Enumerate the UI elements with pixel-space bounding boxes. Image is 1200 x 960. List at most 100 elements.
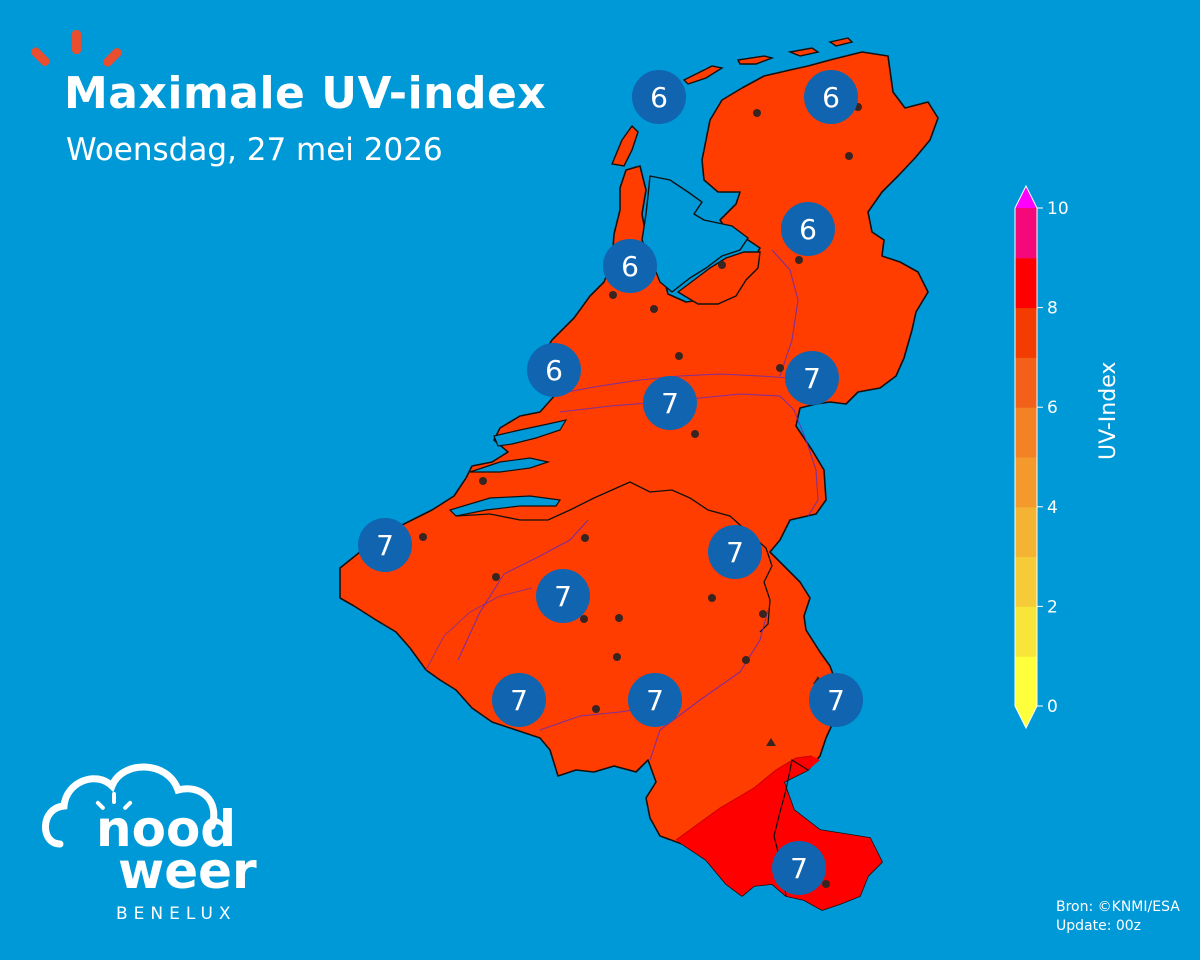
uv-marker-gelderland: 7: [785, 351, 839, 405]
colorbar-band: [1015, 457, 1037, 508]
uv-marker-value: 7: [726, 536, 744, 569]
border-nl-be: [455, 481, 773, 633]
uv-marker-circle: [628, 673, 682, 727]
colorbar-band: [1015, 357, 1037, 408]
logo-word-nood: nood: [96, 800, 237, 858]
colorbar-band: [1015, 606, 1037, 657]
uv-marker-circle: [536, 569, 590, 623]
uv-marker-circle: [632, 70, 686, 124]
colorbar-under-triangle: [1015, 706, 1037, 728]
uv-marker-zuid-holland: 6: [527, 343, 581, 397]
uv-marker-circle: [772, 841, 826, 895]
island-rottumeroog: [828, 37, 854, 47]
uv-marker-namur: 7: [628, 673, 682, 727]
noodweer-logo-icon: [31, 30, 218, 848]
uv-marker-value: 6: [545, 354, 563, 387]
uv-colorbar: 0 2 4 6 8 10: [1014, 184, 1069, 730]
uv-marker-circle: [804, 70, 858, 124]
uv-marker-value: 6: [650, 81, 668, 114]
uv-marker-hainaut: 7: [492, 673, 546, 727]
land-uv-high-zone: [676, 756, 882, 910]
uv-marker-value: 7: [827, 684, 845, 717]
uv-marker-circle: [492, 673, 546, 727]
uv-marker-brabant-be: 7: [536, 569, 590, 623]
estuary-zeeland-north: [493, 419, 568, 447]
map-subtitle: Woensdag, 27 mei 2026: [66, 132, 443, 168]
colorbar-tick-label: 0: [1047, 697, 1058, 717]
colorbar-band: [1015, 407, 1037, 458]
river-rhine-waal: [555, 373, 791, 395]
river-ijssel: [771, 249, 799, 377]
river-meuse-be: [649, 609, 769, 761]
colorbar-band: [1015, 556, 1037, 607]
colorbar-tick-label: 10: [1047, 199, 1069, 219]
uv-marker-value: 7: [790, 852, 808, 885]
uv-marker-circle: [785, 351, 839, 405]
uv-marker-value: 6: [822, 81, 840, 114]
land-benelux: [339, 51, 939, 911]
logo-word-weer: weer: [118, 842, 257, 900]
uv-marker-circle: [527, 343, 581, 397]
uv-marker-circle: [809, 673, 863, 727]
estuary-oosterschelde: [469, 457, 551, 473]
colorbar-over-triangle: [1015, 186, 1037, 208]
uv-marker-groningen: 6: [804, 70, 858, 124]
colorbar-band: [1015, 208, 1037, 259]
logo-ray-left: [31, 47, 50, 66]
uv-marker-circle: [603, 239, 657, 293]
uv-marker-value: 7: [376, 529, 394, 562]
logo-cloud-outline: [42, 763, 218, 848]
logo-mini-ray-1: [112, 792, 116, 804]
uv-marker-value: 6: [621, 250, 639, 283]
lake-ijsselmeer: [641, 175, 749, 293]
uv-marker-value: 7: [554, 580, 572, 613]
uv-marker-value: 7: [661, 387, 679, 420]
colorbar-tick-label: 2: [1047, 597, 1058, 617]
data-source: Bron: ©KNMI/ESA Update: 00z: [1056, 898, 1180, 936]
island-schiermonnikoog: [787, 47, 820, 57]
land-uv-high-border: [675, 755, 813, 841]
uv-marker-luxembourg: 7: [772, 841, 826, 895]
colorbar-band: [1015, 257, 1037, 309]
uv-marker-circle: [643, 376, 697, 430]
uv-marker-value: 7: [510, 684, 528, 717]
colorbar-tick-label: 8: [1047, 299, 1058, 319]
colorbar-band: [1015, 307, 1037, 358]
logo-ray-center: [72, 30, 81, 54]
uv-marker-drenthe: 6: [781, 202, 835, 256]
uv-marker-noord-holland: 6: [603, 239, 657, 293]
colorbar-band: [1015, 656, 1037, 707]
logo-mini-ray-2: [95, 800, 105, 810]
island-ameland: [736, 55, 775, 65]
uv-marker-texel-north: 6: [632, 70, 686, 124]
colorbar-label: UV-Index: [1096, 361, 1121, 460]
island-texel: [611, 124, 639, 167]
uv-marker-value: 6: [799, 213, 817, 246]
logo-mini-ray-3: [123, 800, 133, 810]
uv-marker-circle: [358, 518, 412, 572]
summit-marker-ardennes: [766, 738, 776, 746]
uv-value-markers: 6 6 6 6 6 7 7 7 7 7 7 7 7 7: [358, 70, 863, 895]
border-be-fr: [425, 587, 533, 671]
uv-marker-circle: [781, 202, 835, 256]
uv-marker-limburg-nl: 7: [708, 525, 762, 579]
logo-subtitle: BENELUX: [116, 904, 237, 924]
river-schelde: [457, 519, 589, 661]
uv-marker-value: 7: [803, 362, 821, 395]
map-title: Maximale UV-index: [64, 68, 547, 119]
update-line: Update: 00z: [1056, 918, 1142, 934]
source-line: Bron: ©KNMI/ESA: [1056, 899, 1180, 915]
island-terschelling: [682, 65, 724, 85]
city-dots: [419, 103, 862, 888]
uv-marker-utrecht-south: 7: [643, 376, 697, 430]
estuary-westerschelde: [448, 495, 562, 517]
uv-marker-value: 7: [646, 684, 664, 717]
colorbar-tick-label: 6: [1047, 398, 1058, 418]
uv-marker-west-flanders: 7: [358, 518, 412, 572]
uv-marker-circle: [708, 525, 762, 579]
logo-ray-right: [103, 48, 122, 67]
polder-flevoland: [676, 251, 761, 305]
colorbar-tick-label: 4: [1047, 498, 1058, 518]
